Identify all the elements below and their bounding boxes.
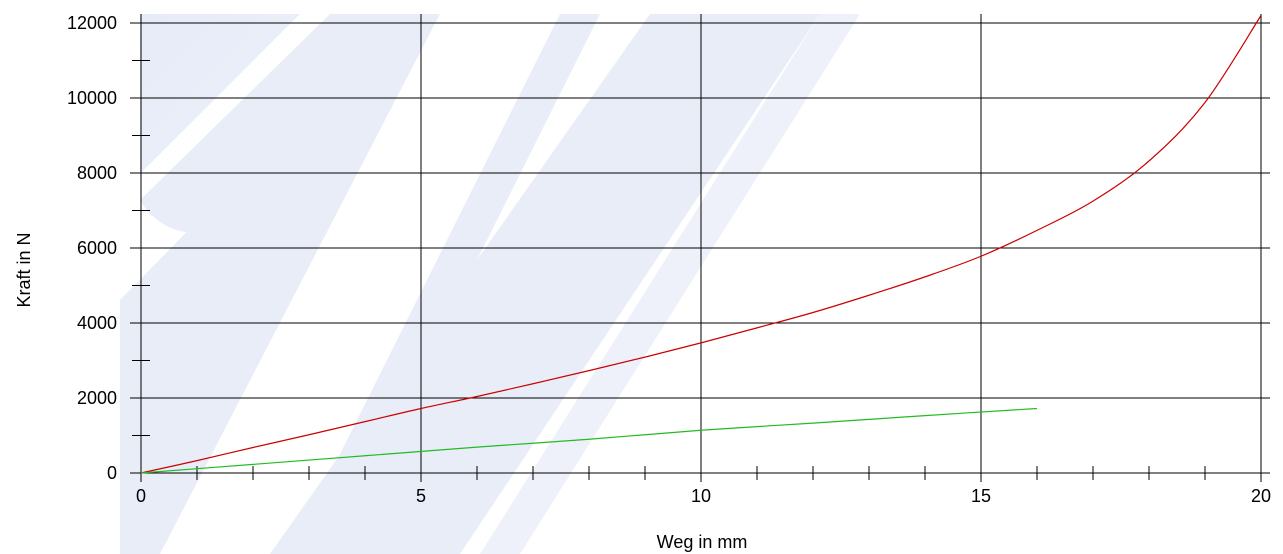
y-tick-label: 12000 bbox=[67, 13, 117, 33]
y-tick-label: 2000 bbox=[77, 388, 117, 408]
x-tick-label: 5 bbox=[416, 486, 426, 506]
x-tick-label: 10 bbox=[691, 486, 711, 506]
y-axis-title: Kraft in N bbox=[14, 232, 34, 307]
y-tick-label: 0 bbox=[107, 463, 117, 483]
series-line-1 bbox=[140, 15, 1262, 474]
x-tick-label: 0 bbox=[136, 486, 146, 506]
x-tick-label: 15 bbox=[971, 486, 991, 506]
y-tick-label: 4000 bbox=[77, 313, 117, 333]
series-line-2 bbox=[140, 407, 1038, 474]
series-layer bbox=[140, 15, 1262, 474]
y-tick-labels: 0 2000 4000 6000 8000 10000 12000 bbox=[67, 13, 117, 483]
y-tick-label: 8000 bbox=[77, 163, 117, 183]
x-tick-labels: 0 5 10 15 20 bbox=[136, 486, 1271, 506]
x-axis-title: Weg in mm bbox=[657, 532, 748, 552]
axes bbox=[132, 60, 1262, 482]
x-tick-label: 20 bbox=[1251, 486, 1271, 506]
grid-lines bbox=[130, 14, 1270, 474]
y-tick-label: 6000 bbox=[77, 238, 117, 258]
watermark-background bbox=[120, 14, 860, 554]
y-tick-label: 10000 bbox=[67, 88, 117, 108]
